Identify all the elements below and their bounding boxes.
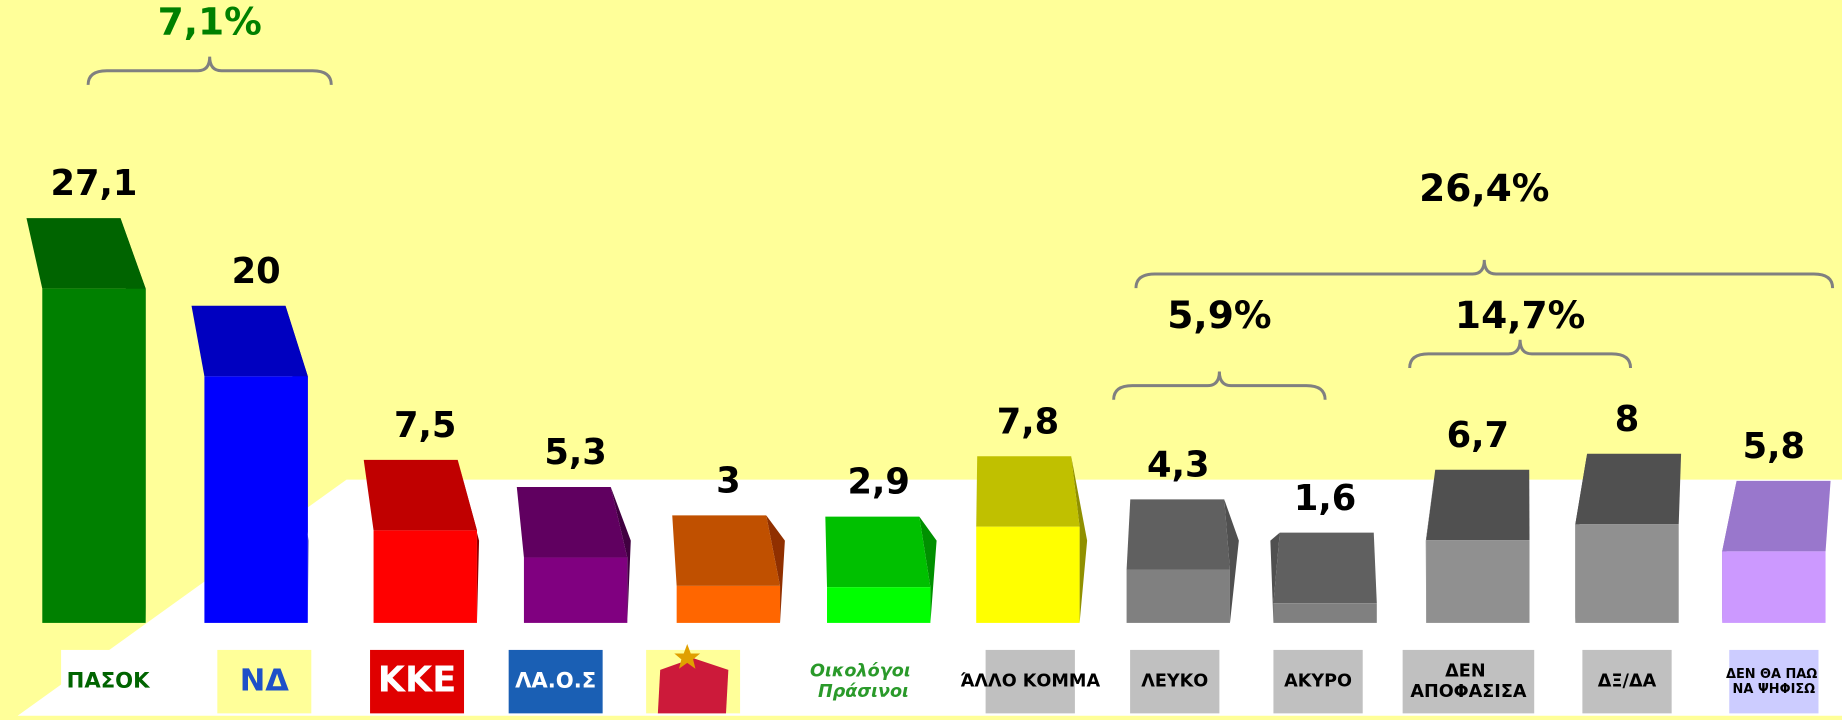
value-label: 5,3 [544,432,606,473]
label-box [1130,649,1220,714]
bar-top [825,516,931,588]
bar-side [919,516,937,623]
label-box [1729,649,1819,714]
x-tick-label: ΔΞ/ΔΑ [1598,672,1657,692]
bar [363,459,480,623]
bar-top [1426,469,1530,541]
label-box [61,649,156,714]
bar-top [26,218,146,289]
bar-side [1071,456,1088,623]
value-label: 4,3 [1147,444,1209,485]
x-tick-label: ΛΕΥΚΟ [1141,672,1208,692]
x-tick-label: ΝΔ [240,663,290,698]
bar-top [1273,532,1377,604]
value-label: 1,6 [1294,478,1356,519]
value-label: 6,7 [1447,415,1509,456]
bar [825,516,937,623]
logo-star [674,644,701,669]
x-tick-label: ΔΕΝ ΑΠΟΦΑΣΙΣΑ [1410,662,1527,702]
bar-front [523,557,628,623]
bar [516,487,631,623]
label-box [1582,649,1672,714]
bracket [86,56,333,85]
bar-top [976,456,1080,527]
bar-front [42,288,146,623]
label-box [816,649,911,714]
bracket [1112,371,1327,400]
bar-front [1426,540,1530,623]
value-label: 20 [232,251,281,292]
x-tick-label: ΑΚΥΡΟ [1284,672,1352,692]
value-label: 2,9 [847,462,909,503]
bar [1575,453,1682,623]
x-tick-label: Οικολόγοι Πράσινοι [810,662,917,702]
value-label: 7,5 [394,405,456,446]
x-tick-label: ΔΕΝ ΘΑ ΠΑΩ ΝΑ ΨΗΦΙΣΩ [1726,667,1822,697]
bar-top [1126,499,1230,570]
bar [1722,480,1831,623]
x-tick-label: ΆΛΛΟ ΚΟΜΜΑ [960,672,1100,692]
bar-top [1722,480,1831,552]
bar-top [672,515,781,586]
bar-front [976,526,1080,623]
value-label: 5,8 [1743,426,1805,467]
annotation: 14,7% [1455,293,1585,337]
value-label: 27,1 [51,163,138,204]
annotation: 7,1% [158,0,262,43]
label-box [1273,649,1363,714]
bar-front [827,587,931,623]
bar-top [1575,453,1682,525]
label-box [370,649,465,714]
value-label: 7,8 [997,401,1059,442]
bar-top [516,487,628,558]
bar-front [1575,524,1679,623]
bar-front [1126,569,1230,623]
bar [1270,532,1377,623]
annotation: 5,9% [1167,293,1271,337]
bar [672,515,785,623]
bar [1126,499,1239,623]
x-tick-label: ΛΑ.Ο.Σ [515,668,596,693]
bar-front [676,585,781,623]
bar-side [766,515,785,623]
bar-front [204,376,308,623]
logo-icon [657,658,729,714]
bar-top [363,459,477,531]
bar-top [191,305,308,377]
label-box [985,649,1075,714]
value-label: 3 [716,461,741,502]
label-box [508,649,603,714]
bar-side [1270,532,1280,623]
value-label: 8 [1615,399,1640,440]
bar-front [1273,603,1377,623]
label-box [1402,649,1535,714]
bar-front [1722,551,1826,623]
bracket [1408,339,1633,369]
x-tick-label: ΚΚΕ [378,660,457,701]
x-tick-label: ΠΑΣΟΚ [67,668,151,693]
label-box [217,649,312,714]
bar [26,218,146,623]
bar [976,456,1088,623]
bar [191,305,309,623]
annotation: 26,4% [1419,166,1549,210]
bar-side [1224,499,1239,623]
bar-front [373,530,477,623]
bar [1425,469,1530,623]
bracket [1134,259,1835,289]
bar-side [610,487,631,623]
